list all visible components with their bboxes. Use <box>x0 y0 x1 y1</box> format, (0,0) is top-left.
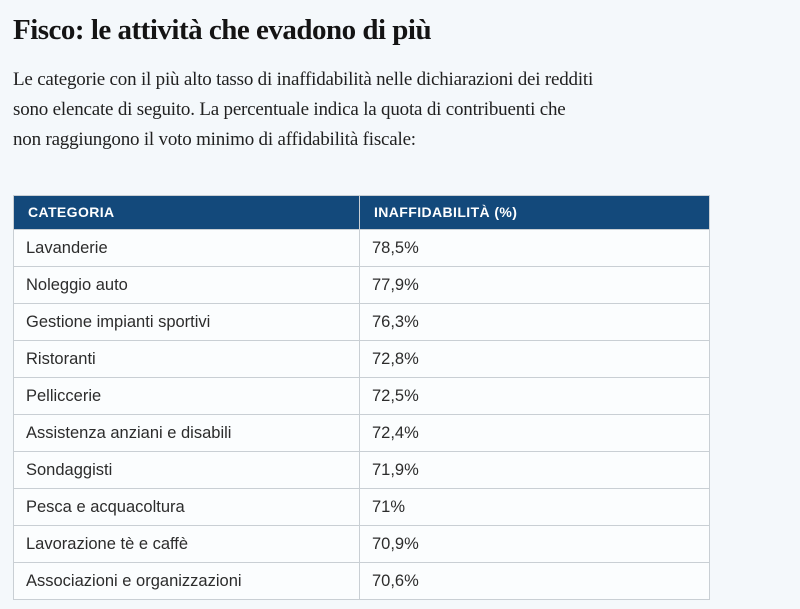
table-row: Pesca e acquacoltura 71% <box>13 488 710 527</box>
categoria-cell: Lavorazione tè e caffè <box>13 525 360 564</box>
table-row: Associazioni e organizzazioni 70,6% <box>13 562 710 601</box>
categoria-cell: Sondaggisti <box>13 451 360 490</box>
table-row: Ristoranti 72,8% <box>13 340 710 379</box>
inaffidabilita-cell: 70,6% <box>359 562 710 601</box>
categoria-cell: Ristoranti <box>13 340 360 379</box>
table-row: Sondaggisti 71,9% <box>13 451 710 490</box>
inaffidabilita-cell: 70,9% <box>359 525 710 564</box>
inaffidabilita-cell: 72,8% <box>359 340 710 379</box>
inaffidabilita-cell: 71% <box>359 488 710 527</box>
categoria-cell: Pelliccerie <box>13 377 360 416</box>
intro-line: sono elencate di seguito. La percentuale… <box>13 99 566 121</box>
categoria-cell: Assistenza anziani e disabili <box>13 414 360 453</box>
column-header-categoria: CATEGORIA <box>13 195 360 231</box>
categoria-cell: Noleggio auto <box>13 266 360 305</box>
inaffidabilita-cell: 77,9% <box>359 266 710 305</box>
table-row: Lavorazione tè e caffè 70,9% <box>13 525 710 564</box>
categoria-cell: Lavanderie <box>13 229 360 268</box>
table-row: Assistenza anziani e disabili 72,4% <box>13 414 710 453</box>
table-row: Noleggio auto 77,9% <box>13 266 710 305</box>
inaffidabilita-cell: 78,5% <box>359 229 710 268</box>
inaffidabilita-cell: 72,5% <box>359 377 710 416</box>
inaffidabilita-cell: 71,9% <box>359 451 710 490</box>
table-row: Pelliccerie 72,5% <box>13 377 710 416</box>
intro-line: non raggiungono il voto minimo di affida… <box>13 129 416 151</box>
intro-paragraph: Le categorie con il più alto tasso di in… <box>13 65 787 155</box>
table-header: CATEGORIA INAFFIDABILITÀ (%) <box>13 195 710 231</box>
table-header-row: CATEGORIA INAFFIDABILITÀ (%) <box>13 195 710 231</box>
table-row: Lavanderie 78,5% <box>13 229 710 268</box>
intro-line: Le categorie con il più alto tasso di in… <box>13 69 594 91</box>
column-header-inaffidabilita: INAFFIDABILITÀ (%) <box>359 195 710 231</box>
table-row: Gestione impianti sportivi 76,3% <box>13 303 710 342</box>
categoria-cell: Pesca e acquacoltura <box>13 488 360 527</box>
inaffidabilita-cell: 72,4% <box>359 414 710 453</box>
page-title: Fisco: le attività che evadono di più <box>13 14 432 46</box>
inaffidabilita-cell: 76,3% <box>359 303 710 342</box>
inaffidabilita-table: CATEGORIA INAFFIDABILITÀ (%) Lavanderie … <box>13 195 710 601</box>
categoria-cell: Associazioni e organizzazioni <box>13 562 360 601</box>
table-body: Lavanderie 78,5% Noleggio auto 77,9% Ges… <box>13 229 710 601</box>
categoria-cell: Gestione impianti sportivi <box>13 303 360 342</box>
